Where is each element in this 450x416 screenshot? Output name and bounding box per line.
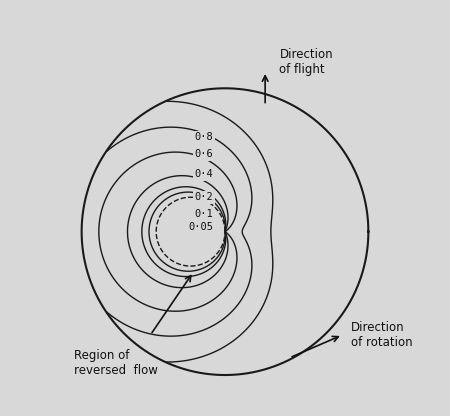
Text: 0·2: 0·2: [195, 192, 214, 202]
Text: 0·6: 0·6: [195, 149, 214, 159]
Text: Direction
of flight: Direction of flight: [279, 49, 333, 77]
Text: 0·05: 0·05: [189, 223, 214, 233]
Text: 0·4: 0·4: [195, 169, 214, 179]
Text: Direction
of rotation: Direction of rotation: [351, 321, 413, 349]
Text: Region of
reversed  flow: Region of reversed flow: [74, 349, 158, 377]
Text: 0·1: 0·1: [195, 209, 214, 220]
Text: 0·8: 0·8: [195, 132, 214, 142]
